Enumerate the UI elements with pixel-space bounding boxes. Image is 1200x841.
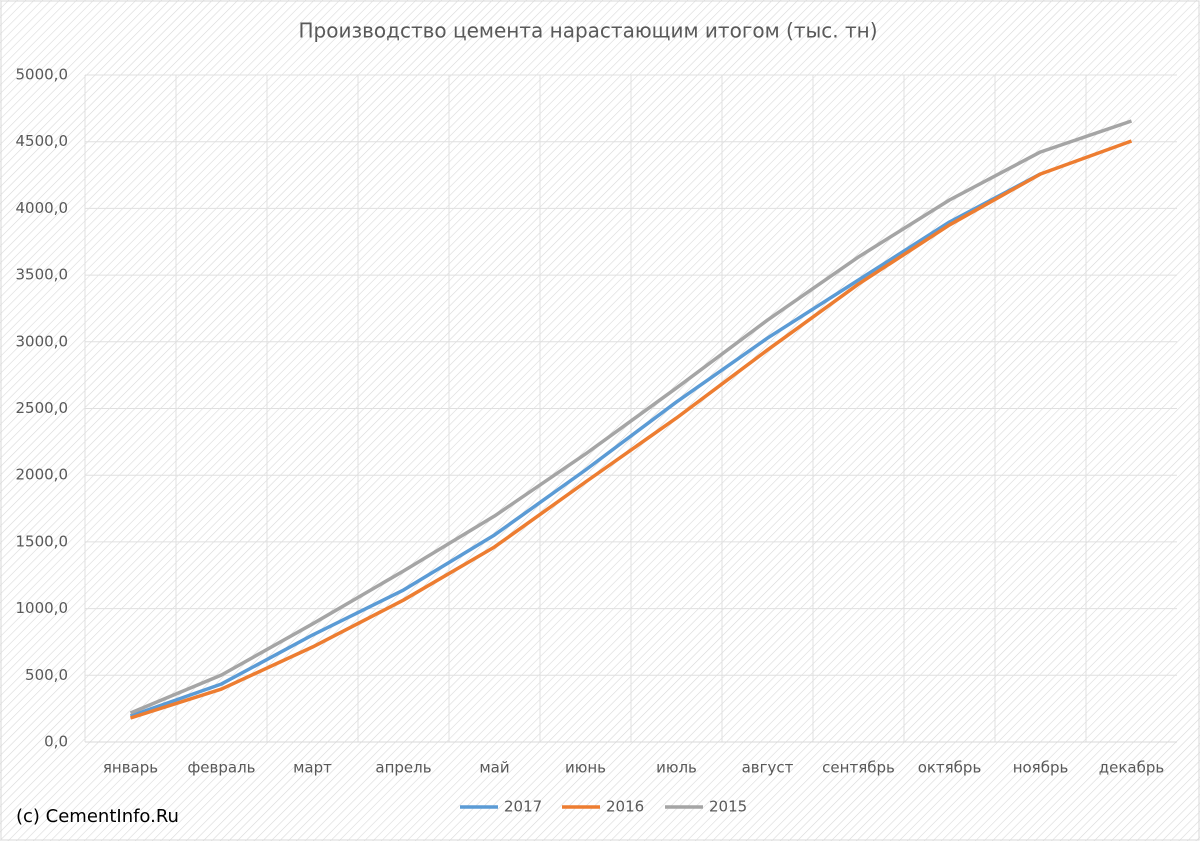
y-tick-label: 0,0 [44, 733, 68, 751]
legend-label: 2015 [709, 798, 747, 816]
y-tick-label: 2000,0 [16, 466, 69, 484]
x-tick-label: февраль [187, 759, 255, 777]
series-line [129, 119, 1133, 715]
series-line [129, 139, 1133, 720]
legend-label: 2017 [504, 798, 542, 816]
y-tick-label: 3000,0 [16, 332, 69, 350]
y-tick-label: 500,0 [25, 666, 68, 684]
y-tick-label: 1000,0 [16, 599, 69, 617]
legend-label: 2016 [606, 798, 644, 816]
y-tick-label: 3500,0 [16, 266, 69, 284]
series-line [129, 172, 1042, 718]
x-tick-label: июнь [565, 759, 606, 777]
x-tick-label: январь [103, 759, 158, 777]
x-tick-label: октябрь [918, 759, 982, 777]
annotation: (c) CementInfo.Ru [16, 806, 179, 827]
y-tick-label: 2500,0 [16, 399, 69, 417]
x-tick-label: март [293, 759, 332, 777]
x-tick-label: май [479, 759, 509, 777]
y-tick-label: 1500,0 [16, 532, 69, 550]
y-tick-label: 4500,0 [16, 132, 69, 150]
x-tick-label: август [742, 759, 794, 777]
x-tick-label: декабрь [1099, 759, 1164, 777]
y-tick-label: 5000,0 [16, 66, 69, 84]
x-tick-label: ноябрь [1013, 759, 1069, 777]
x-tick-label: июль [656, 759, 697, 777]
x-tick-label: апрель [375, 759, 431, 777]
x-tick-label: сентябрь [822, 759, 895, 777]
chart-title: Производство цемента нарастающим итогом … [299, 19, 878, 43]
y-tick-label: 4000,0 [16, 199, 69, 217]
